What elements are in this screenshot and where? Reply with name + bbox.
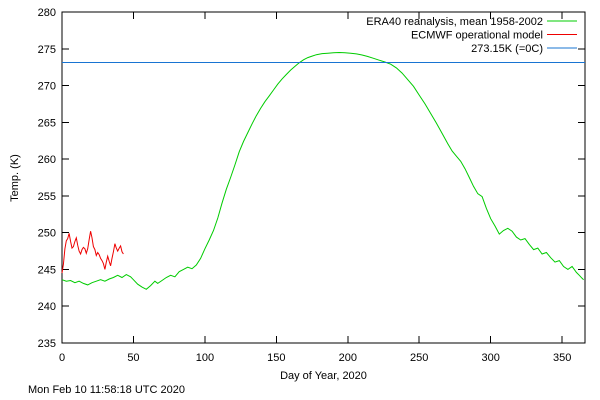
legend-label-freezing: 273.15K (=0C) [471, 43, 543, 55]
x-tick-label: 300 [482, 352, 500, 364]
chart-legend: ERA40 reanalysis, mean 1958-2002 ECMWF op… [366, 16, 577, 55]
y-tick-label: 250 [38, 228, 56, 240]
x-tick-label: 100 [196, 352, 214, 364]
plot-border [61, 11, 586, 344]
y-tick-label: 275 [38, 44, 56, 56]
ecmwf-line [61, 231, 124, 274]
y-tick-label: 280 [38, 7, 56, 19]
era40-line [61, 51, 584, 290]
y-tick-label: 240 [38, 301, 56, 313]
x-axis-title: Day of Year, 2020 [280, 370, 367, 382]
x-tick-label: 0 [59, 352, 65, 364]
x-tick-label: 250 [410, 352, 428, 364]
y-tick-label: 260 [38, 154, 56, 166]
legend-label-era40: ERA40 reanalysis, mean 1958-2002 [366, 16, 543, 28]
plot-timestamp: Mon Feb 10 11:58:18 UTC 2020 [28, 384, 185, 396]
y-tick-label: 235 [38, 338, 56, 350]
x-tick-label: 150 [267, 352, 285, 364]
plot-series [61, 51, 585, 290]
x-tick-label: 200 [339, 352, 357, 364]
x-tick-label: 50 [127, 352, 139, 364]
legend-label-ecmwf: ECMWF operational model [411, 30, 543, 42]
y-tick-label: 270 [38, 81, 56, 93]
plot-axes: 0 50 100 150 200 250 300 350 235 240 245 250 255 260 2… [38, 7, 586, 364]
y-tick-label: 255 [38, 191, 56, 203]
y-tick-label: 245 [38, 264, 56, 276]
y-tick-label: 265 [38, 117, 56, 129]
x-tick-label: 350 [553, 352, 571, 364]
y-axis-title: Temp. (K) [9, 154, 21, 202]
